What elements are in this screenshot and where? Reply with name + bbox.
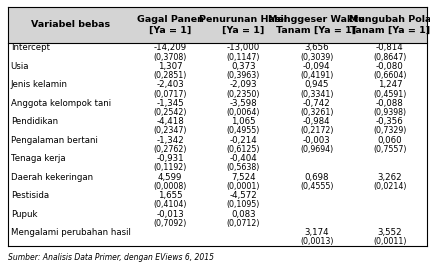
Text: -0,214: -0,214 (230, 136, 257, 145)
Text: -2,093: -2,093 (230, 80, 257, 89)
Text: (0,2542): (0,2542) (154, 108, 187, 117)
Text: -0,356: -0,356 (376, 117, 404, 126)
Text: -0,088: -0,088 (376, 99, 404, 108)
Text: (0,0712): (0,0712) (227, 219, 260, 228)
Text: Mengubah Pola
Tanam [Ya = 1]: Mengubah Pola Tanam [Ya = 1] (349, 15, 430, 35)
Text: (0,7092): (0,7092) (154, 219, 187, 228)
Text: (0,0001): (0,0001) (227, 182, 260, 191)
Text: Daerah kekeringan: Daerah kekeringan (11, 173, 93, 182)
Text: (0,3708): (0,3708) (154, 52, 187, 61)
Text: Sumber: Analisis Data Primer, dengan EViews 6, 2015: Sumber: Analisis Data Primer, dengan EVi… (8, 253, 214, 262)
Text: (0,4591): (0,4591) (373, 90, 406, 99)
Text: (0,4955): (0,4955) (227, 126, 260, 135)
Text: Mengalami perubahan hasil: Mengalami perubahan hasil (11, 228, 131, 237)
Text: 1,247: 1,247 (378, 80, 402, 89)
Text: (0,0064): (0,0064) (227, 108, 260, 117)
Text: (0,9398): (0,9398) (373, 108, 406, 117)
Text: (0,0717): (0,0717) (154, 90, 187, 99)
Text: -1,342: -1,342 (156, 136, 184, 145)
Text: 1,065: 1,065 (231, 117, 256, 126)
Text: Intercept: Intercept (11, 43, 50, 52)
Text: -4,418: -4,418 (156, 117, 184, 126)
Text: 1,655: 1,655 (158, 191, 182, 200)
Text: (0,6604): (0,6604) (373, 71, 407, 80)
Text: -4,572: -4,572 (230, 191, 257, 200)
Text: (0,3963): (0,3963) (227, 71, 260, 80)
Text: -0,931: -0,931 (156, 154, 184, 163)
Text: Pengalaman bertani: Pengalaman bertani (11, 136, 98, 145)
Text: -0,742: -0,742 (303, 99, 331, 108)
Text: (0,0013): (0,0013) (300, 237, 333, 246)
Text: 0,060: 0,060 (378, 136, 402, 145)
Text: (0,1095): (0,1095) (227, 200, 260, 209)
Text: (0,2851): (0,2851) (154, 71, 187, 80)
Text: (0,4555): (0,4555) (300, 182, 333, 191)
Text: 3,262: 3,262 (378, 173, 402, 182)
Text: (0,2762): (0,2762) (154, 145, 187, 154)
Text: Variabel bebas: Variabel bebas (31, 20, 110, 29)
Text: (0,3341): (0,3341) (300, 90, 333, 99)
Text: -13,000: -13,000 (227, 43, 260, 52)
Text: (0,8647): (0,8647) (373, 52, 406, 61)
Text: -0,013: -0,013 (156, 210, 184, 219)
Text: Pendidikan: Pendidikan (11, 117, 58, 126)
Text: 4,599: 4,599 (158, 173, 182, 182)
Text: -2,403: -2,403 (156, 80, 184, 89)
Text: Menggeser Waktu
Tanam [Ya = 1]: Menggeser Waktu Tanam [Ya = 1] (268, 15, 365, 35)
Text: 0,698: 0,698 (304, 173, 329, 182)
Text: Gagal Panen
[Ya = 1]: Gagal Panen [Ya = 1] (137, 15, 203, 35)
Text: (0,3261): (0,3261) (300, 108, 333, 117)
Text: 0,373: 0,373 (231, 62, 256, 71)
Text: -3,598: -3,598 (230, 99, 257, 108)
Text: 0,945: 0,945 (304, 80, 329, 89)
Text: Jenis kelamin: Jenis kelamin (11, 80, 68, 89)
Text: (0,9694): (0,9694) (300, 145, 333, 154)
Text: (0,0008): (0,0008) (154, 182, 187, 191)
Text: Tenaga kerja: Tenaga kerja (11, 154, 65, 163)
Text: -0,080: -0,080 (376, 62, 404, 71)
Text: Pupuk: Pupuk (11, 210, 37, 219)
Text: 1,307: 1,307 (158, 62, 182, 71)
Text: (0,0011): (0,0011) (373, 237, 407, 246)
Text: -0,003: -0,003 (303, 136, 331, 145)
Text: (0,1192): (0,1192) (154, 164, 187, 173)
Text: -0,814: -0,814 (376, 43, 404, 52)
Text: (0,7557): (0,7557) (373, 145, 407, 154)
Text: (0,4191): (0,4191) (300, 71, 333, 80)
Text: (0,0214): (0,0214) (373, 182, 407, 191)
Text: 3,174: 3,174 (304, 228, 329, 237)
Text: (0,2350): (0,2350) (227, 90, 260, 99)
Text: (0,7329): (0,7329) (373, 126, 406, 135)
Text: 3,552: 3,552 (378, 228, 402, 237)
Text: -0,404: -0,404 (230, 154, 257, 163)
Bar (8, 7, 427, 43)
Text: -14,209: -14,209 (154, 43, 187, 52)
Text: -0,094: -0,094 (303, 62, 330, 71)
Text: Usia: Usia (11, 62, 29, 71)
Text: -1,345: -1,345 (156, 99, 184, 108)
Text: 7,524: 7,524 (231, 173, 256, 182)
Text: (0,2172): (0,2172) (300, 126, 333, 135)
Text: Penurunan Hasil
[Ya = 1]: Penurunan Hasil [Ya = 1] (200, 15, 287, 35)
Text: -0,984: -0,984 (303, 117, 330, 126)
Text: 3,656: 3,656 (304, 43, 329, 52)
Text: (0,3039): (0,3039) (300, 52, 333, 61)
Text: 0,083: 0,083 (231, 210, 256, 219)
Text: (0,2347): (0,2347) (154, 126, 187, 135)
Text: Anggota kelompok tani: Anggota kelompok tani (11, 99, 111, 108)
Text: (0,6125): (0,6125) (227, 145, 260, 154)
Text: (0,4104): (0,4104) (154, 200, 187, 209)
Text: (0,5638): (0,5638) (227, 164, 260, 173)
Text: (0,1147): (0,1147) (227, 52, 260, 61)
Text: Pestisida: Pestisida (11, 191, 49, 200)
